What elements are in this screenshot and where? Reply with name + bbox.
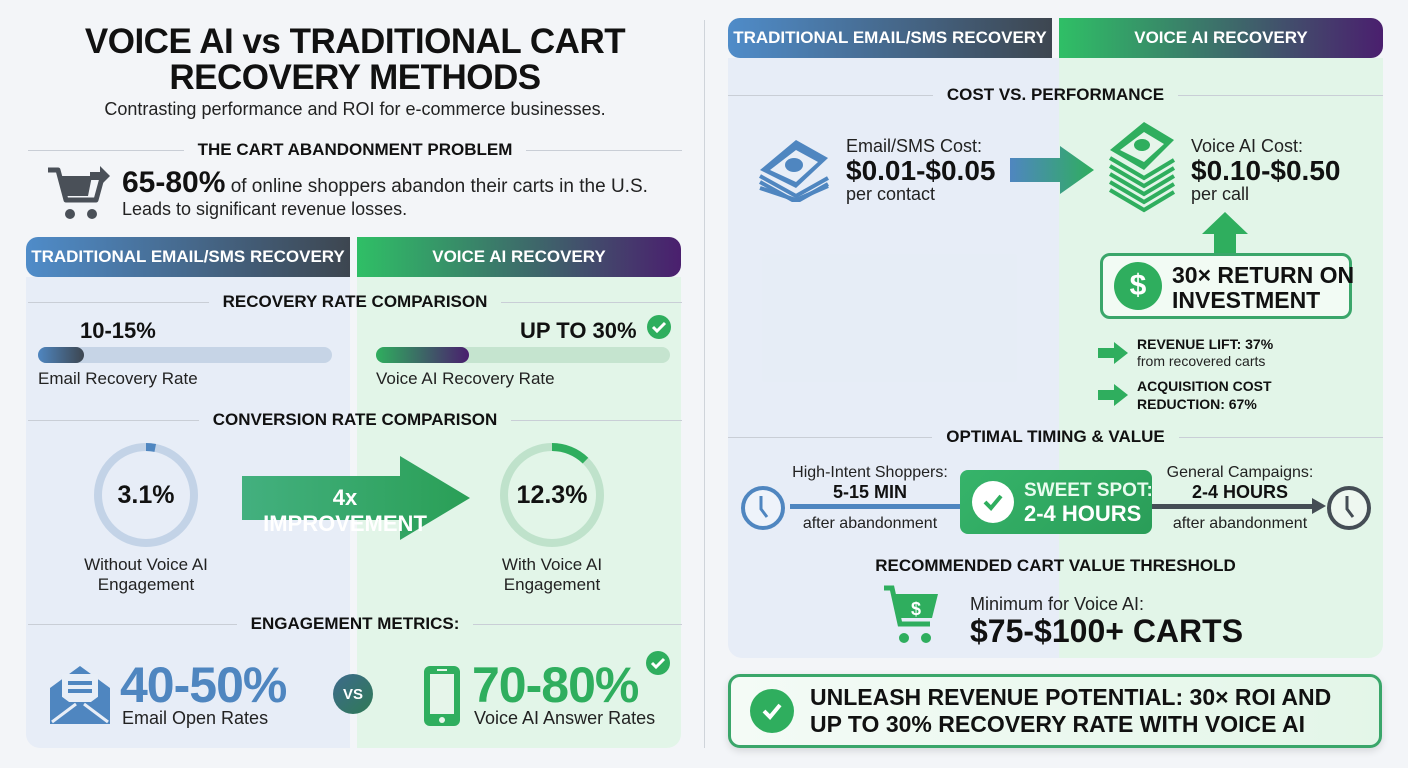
high-intent-sub: after abandonment (802, 515, 938, 532)
up-arrow-icon (1202, 212, 1248, 261)
cart-arrow-icon (46, 164, 112, 227)
voice-answer-value: 70-80% (472, 657, 639, 713)
sweet-spot-line-2: 2-4 HOURS (1024, 501, 1142, 526)
email-cost-value: $0.01-$0.05 (846, 155, 996, 186)
engagement-heading-text: ENGAGEMENT METRICS: (250, 614, 460, 633)
problem-heading: THE CART ABANDONMENT PROBLEM (28, 140, 682, 160)
voice-recovery-label: Voice AI Recovery Rate (376, 369, 555, 388)
email-recovery-label: Email Recovery Rate (38, 369, 198, 388)
cost-heading-text: COST VS. PERFORMANCE (946, 85, 1165, 104)
with-voice-ring (498, 441, 606, 554)
recovery-heading-text: RECOVERY RATE COMPARISON (222, 292, 488, 311)
problem-note: Leads to significant revenue losses. (122, 199, 408, 219)
roi-line-1: 30× RETURN ON (1172, 262, 1355, 288)
acquisition-line-2: REDUCTION: 67% (1137, 396, 1257, 412)
improvement-label: 4x IMPROVEMENT (263, 485, 427, 536)
threshold-value: $75-$100+ CARTS (970, 613, 1244, 649)
check-circle-icon (750, 689, 794, 733)
money-stack-icon (756, 136, 832, 207)
general-sub: after abandonment (1172, 515, 1308, 532)
problem-stat: 65-80% (122, 166, 226, 199)
email-open-value: 40-50% (120, 657, 287, 713)
header-voice: VOICE AI RECOVERY (357, 237, 681, 277)
center-divider (704, 20, 705, 748)
with-voice-value: 12.3% (516, 481, 588, 509)
voice-recovery-bar (376, 347, 670, 363)
voice-recovery-value: UP TO 30% (520, 318, 637, 343)
threshold-heading: RECOMMENDED CART VALUE THRESHOLD (875, 556, 1236, 575)
without-voice-label: Without Voice AI Engagement (56, 555, 236, 595)
revenue-lift-sub: from recovered carts (1137, 353, 1266, 369)
header-voice-right: VOICE AI RECOVERY (1059, 18, 1383, 58)
with-voice-label: With Voice AI Engagement (462, 555, 642, 595)
cost-arrow-icon (1010, 146, 1096, 199)
svg-text:$: $ (911, 599, 921, 619)
header-traditional: TRADITIONAL EMAIL/SMS RECOVERY (26, 237, 350, 277)
without-voice-label-1: Without Voice AI (84, 555, 208, 574)
email-recovery-bar (38, 347, 332, 363)
arrow-right-icon (1098, 384, 1128, 411)
dollar-icon: $ (1114, 262, 1162, 310)
voice-cost-value: $0.10-$0.50 (1191, 155, 1341, 186)
email-cost-unit: per contact (846, 184, 936, 204)
check-circle-icon (645, 650, 671, 681)
without-voice-label-2: Engagement (97, 575, 195, 594)
check-circle-icon (646, 314, 672, 345)
timing-heading: OPTIMAL TIMING & VALUE (728, 427, 1384, 447)
acquisition-line-1: ACQUISITION COST (1137, 378, 1272, 394)
cart-dollar-icon: $ (882, 584, 942, 651)
problem-stat-text: of online shoppers abandon their carts i… (230, 176, 648, 197)
cta-banner (728, 674, 1382, 748)
high-intent-label: High-Intent Shoppers: (792, 464, 948, 481)
improvement-arrow (242, 456, 472, 545)
voice-answer-label: Voice AI Answer Rates (474, 708, 656, 728)
phone-icon (422, 664, 462, 733)
threshold-label: Minimum for Voice AI: (970, 594, 1145, 614)
timeline-left (790, 504, 960, 509)
arrow-right-icon (1098, 342, 1128, 369)
clock-icon (740, 485, 786, 536)
with-voice-label-2: Engagement (503, 575, 601, 594)
recovery-heading: RECOVERY RATE COMPARISON (28, 292, 683, 312)
voice-cost-unit: per call (1191, 184, 1250, 204)
cta-line-2: UP TO 30% RECOVERY RATE WITH VOICE AI (810, 711, 1306, 737)
email-recovery-value: 10-15% (80, 318, 156, 343)
page-subtitle: Contrasting performance and ROI for e-co… (104, 99, 606, 119)
with-voice-label-1: With Voice AI (501, 555, 603, 574)
general-label: General Campaigns: (1166, 464, 1314, 481)
cta-text: UNLEASH REVENUE POTENTIAL: 30× ROI AND U… (810, 684, 1331, 738)
problem-stat-line: 65-80% of online shoppers abandon their … (122, 166, 648, 200)
email-cost-label: Email/SMS Cost: (846, 136, 983, 156)
vs-badge: VS (333, 674, 373, 714)
clock-icon (1326, 485, 1372, 536)
high-intent-value: 5-15 MIN (832, 482, 908, 502)
roi-text: 30× RETURN ON INVESTMENT (1172, 263, 1354, 313)
email-open-label: Email Open Rates (122, 708, 269, 728)
revenue-lift-title: REVENUE LIFT: 37% (1137, 336, 1274, 352)
header-traditional-right: TRADITIONAL EMAIL/SMS RECOVERY (728, 18, 1052, 58)
cost-heading: COST VS. PERFORMANCE (728, 85, 1383, 105)
voice-cost-label: Voice AI Cost: (1191, 136, 1304, 156)
envelope-icon (48, 664, 112, 731)
problem-heading-text: THE CART ABANDONMENT PROBLEM (197, 140, 513, 159)
money-stack-large-icon (1106, 118, 1178, 219)
acquisition-cost: ACQUISITION COST REDUCTION: 67% (1137, 377, 1272, 413)
conversion-heading: CONVERSION RATE COMPARISON (28, 410, 683, 430)
voice-recovery-bar-fill (376, 347, 469, 363)
engagement-heading: ENGAGEMENT METRICS: (28, 614, 683, 634)
timeline-arrowhead (1312, 498, 1326, 519)
general-value: 2-4 HOURS (1191, 482, 1289, 502)
roi-line-2: INVESTMENT (1172, 287, 1321, 313)
page-title: VOICE AI vs TRADITIONAL CART RECOVERY ME… (84, 22, 626, 97)
email-recovery-bar-fill (38, 347, 84, 363)
sweet-spot-line-1: SWEET SPOT: (1024, 480, 1153, 501)
cta-line-1: UNLEASH REVENUE POTENTIAL: 30× ROI AND (810, 684, 1332, 710)
without-voice-ring (92, 441, 200, 554)
conversion-heading-text: CONVERSION RATE COMPARISON (212, 410, 498, 429)
timing-heading-text: OPTIMAL TIMING & VALUE (946, 427, 1165, 446)
without-voice-value: 3.1% (117, 481, 175, 509)
check-circle-icon (972, 481, 1014, 523)
timeline-right (1150, 504, 1320, 509)
sweet-spot-text: SWEET SPOT: 2-4 HOURS (1024, 479, 1153, 525)
